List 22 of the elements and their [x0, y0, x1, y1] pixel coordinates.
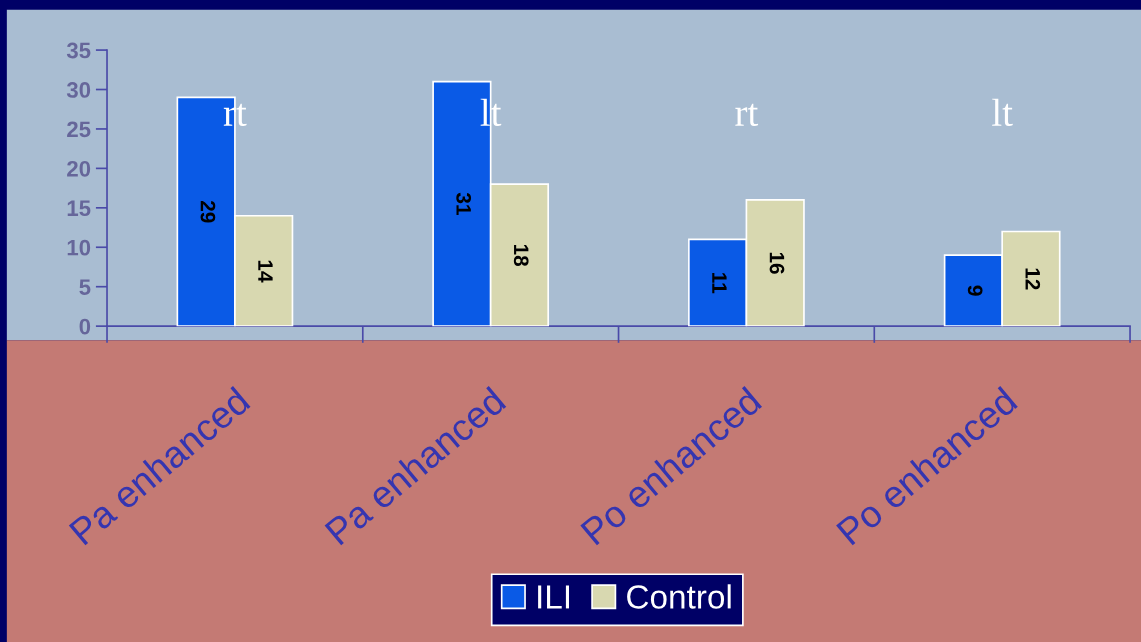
legend-label: Control [627, 584, 731, 609]
y-tick-label: 15 [67, 200, 91, 217]
y-tick-label: 0 [79, 318, 91, 335]
data-label: 29 [200, 200, 216, 223]
data-label: 9 [967, 285, 983, 296]
data-label: 31 [456, 192, 472, 215]
annotation: lt [992, 98, 1013, 127]
y-tick-label: 20 [67, 160, 91, 177]
legend-label: ILI [538, 585, 570, 609]
annotation: lt [480, 98, 502, 127]
y-tick-label: 25 [67, 121, 91, 138]
data-label: 12 [1025, 268, 1041, 290]
y-tick-label: 35 [66, 42, 91, 59]
data-label: 11 [712, 273, 727, 294]
y-tick-label: 10 [67, 239, 91, 256]
y-tick-label: 5 [79, 279, 91, 295]
data-label: 18 [513, 244, 529, 267]
annotation: rt [223, 103, 247, 127]
data-label: 16 [769, 252, 785, 274]
annotation: rt [735, 103, 759, 127]
data-label: 14 [258, 260, 273, 283]
y-tick-label: 30 [66, 82, 91, 98]
